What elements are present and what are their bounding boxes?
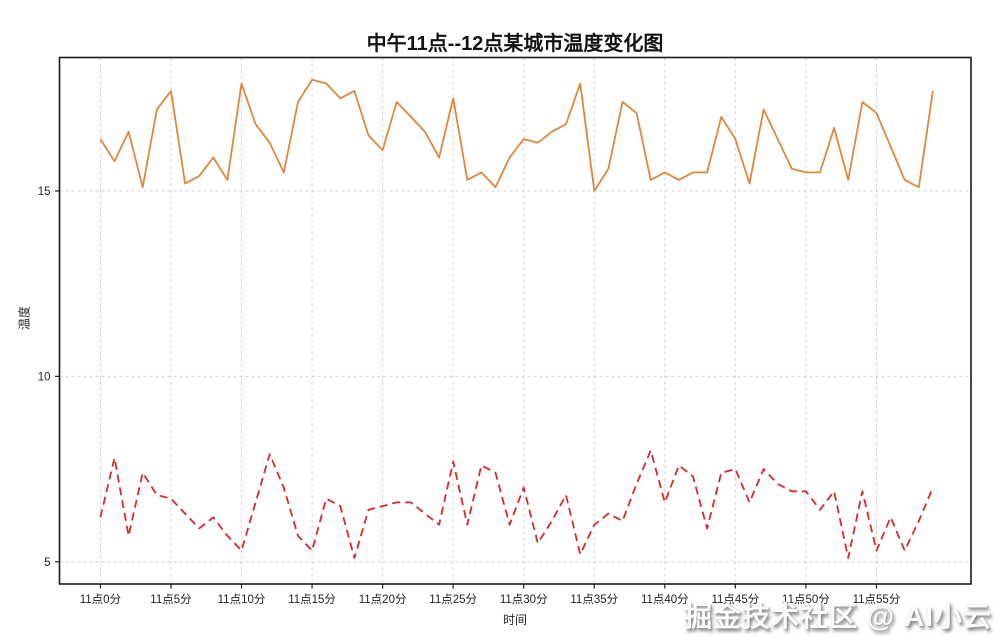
x-tick-label: 11点20分 — [359, 593, 407, 606]
data-series — [99, 78, 934, 559]
x-axis-label: 时间 — [502, 613, 528, 627]
x-tick-label: 11点10分 — [218, 593, 266, 606]
x-tick-label: 11点45分 — [711, 593, 759, 606]
axis-ticks — [55, 190, 878, 589]
chart-title: 中午11点--12点某城市温度变化图 — [366, 33, 664, 55]
plot-border — [58, 56, 972, 585]
red-dashed-line — [99, 449, 934, 559]
x-tick-label: 11点35分 — [570, 593, 618, 606]
x-tick-label: 11点30分 — [500, 593, 548, 606]
x-tick-label: 11点0分 — [80, 593, 122, 606]
y-axis-label: 温度 — [17, 305, 32, 331]
x-tick-label: 11点25分 — [429, 593, 477, 606]
x-tick-label: 11点55分 — [853, 593, 901, 606]
x-tick-label: 11点50分 — [782, 593, 830, 606]
y-tick-label: 5 — [44, 557, 50, 569]
x-tick-label: 11点5分 — [150, 593, 192, 606]
orange-solid-line — [99, 78, 934, 192]
y-tick-label: 10 — [38, 371, 51, 383]
gridlines — [59, 57, 971, 584]
axis-tick-labels: 11点0分 11点5分 11点10分 11点15分 11点20分 11点25分 11点30分… — [38, 186, 901, 606]
x-tick-label: 11点40分 — [641, 593, 689, 606]
watermark: 掘金技术社区 @ AI小云 — [684, 601, 992, 632]
y-tick-label: 15 — [38, 186, 51, 198]
x-tick-label: 11点15分 — [288, 593, 336, 606]
